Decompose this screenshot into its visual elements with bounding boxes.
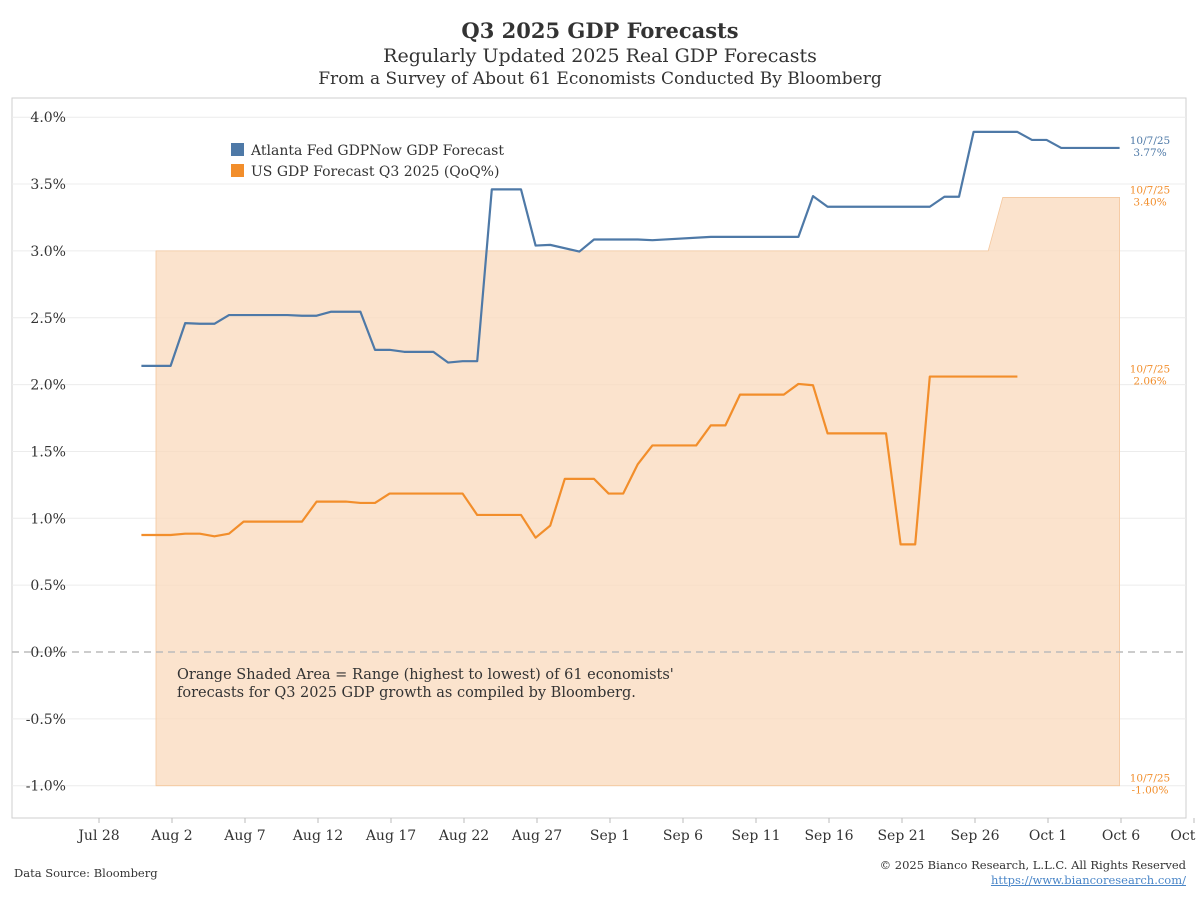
legend-label-atlanta: Atlanta Fed GDPNow GDP Forecast bbox=[250, 143, 504, 159]
y-tick-label: 2.0% bbox=[30, 378, 66, 394]
y-tick-label: 1.5% bbox=[30, 444, 66, 460]
x-tick-label: Sep 1 bbox=[590, 828, 630, 844]
x-tick-label: Jul 28 bbox=[76, 828, 119, 844]
legend-label-us-gdp: US GDP Forecast Q3 2025 (QoQ%) bbox=[251, 164, 499, 180]
y-tick-label: 3.5% bbox=[30, 177, 66, 193]
y-tick-label: 2.5% bbox=[30, 311, 66, 327]
x-tick-label: Aug 27 bbox=[511, 828, 562, 844]
chart-subtitle: Regularly Updated 2025 Real GDP Forecast… bbox=[383, 45, 817, 67]
range-annotation-line-1: Orange Shaded Area = Range (highest to l… bbox=[177, 667, 674, 683]
chart-titles: Q3 2025 GDP Forecasts Regularly Updated … bbox=[0, 18, 1200, 90]
x-tick-label: Oct 11 bbox=[1170, 828, 1200, 844]
legend-swatch-atlanta bbox=[231, 143, 244, 156]
range-high-end-label: 10/7/25 3.40% bbox=[1130, 184, 1170, 208]
forecast-range-band bbox=[155, 197, 1120, 787]
x-tick-label: Sep 21 bbox=[877, 828, 926, 844]
chart-title: Q3 2025 GDP Forecasts bbox=[461, 18, 739, 43]
x-tick-label: Sep 6 bbox=[663, 828, 703, 844]
x-tick-label: Aug 12 bbox=[292, 828, 343, 844]
x-tick-label: Aug 22 bbox=[438, 828, 489, 844]
y-tick-label: -1.0% bbox=[26, 779, 66, 795]
data-source-note: Data Source: Bloomberg bbox=[14, 866, 158, 880]
x-tick-label: Aug 2 bbox=[150, 828, 192, 844]
y-tick-label: 3.0% bbox=[30, 244, 66, 260]
x-tick-label: Oct 1 bbox=[1029, 828, 1067, 844]
y-tick-label: 0.0% bbox=[30, 645, 66, 661]
x-tick-label: Sep 16 bbox=[804, 828, 853, 844]
y-tick-label: -0.5% bbox=[26, 712, 66, 728]
range-low-end-label: 10/7/25 -1.00% bbox=[1130, 773, 1170, 797]
us-gdp-end-label: 10/7/25 2.06% bbox=[1130, 364, 1170, 388]
atlanta-fed-line bbox=[141, 130, 1120, 367]
website-link[interactable]: https://www.biancoresearch.com/ bbox=[990, 873, 1186, 887]
legend-swatch-us-gdp bbox=[231, 164, 244, 177]
x-tick-label: Aug 17 bbox=[365, 828, 416, 844]
x-tick-label: Sep 26 bbox=[950, 828, 999, 844]
copyright-block: © 2025 Bianco Research, L.L.C. All Right… bbox=[880, 858, 1186, 888]
y-tick-label: 4.0% bbox=[30, 110, 66, 126]
x-tick-label: Aug 7 bbox=[223, 828, 265, 844]
y-tick-label: 1.0% bbox=[30, 511, 66, 527]
copyright-text: © 2025 Bianco Research, L.L.C. All Right… bbox=[879, 858, 1186, 872]
chart-subtitle-2: From a Survey of About 61 Economists Con… bbox=[318, 69, 882, 89]
range-annotation-line-2: forecasts for Q3 2025 GDP growth as comp… bbox=[177, 685, 636, 701]
x-tick-label: Oct 6 bbox=[1102, 828, 1140, 844]
y-tick-label: 0.5% bbox=[30, 578, 66, 594]
x-tick-label: Sep 11 bbox=[731, 828, 780, 844]
atlanta-fed-end-label: 10/7/25 3.77% bbox=[1130, 135, 1170, 159]
